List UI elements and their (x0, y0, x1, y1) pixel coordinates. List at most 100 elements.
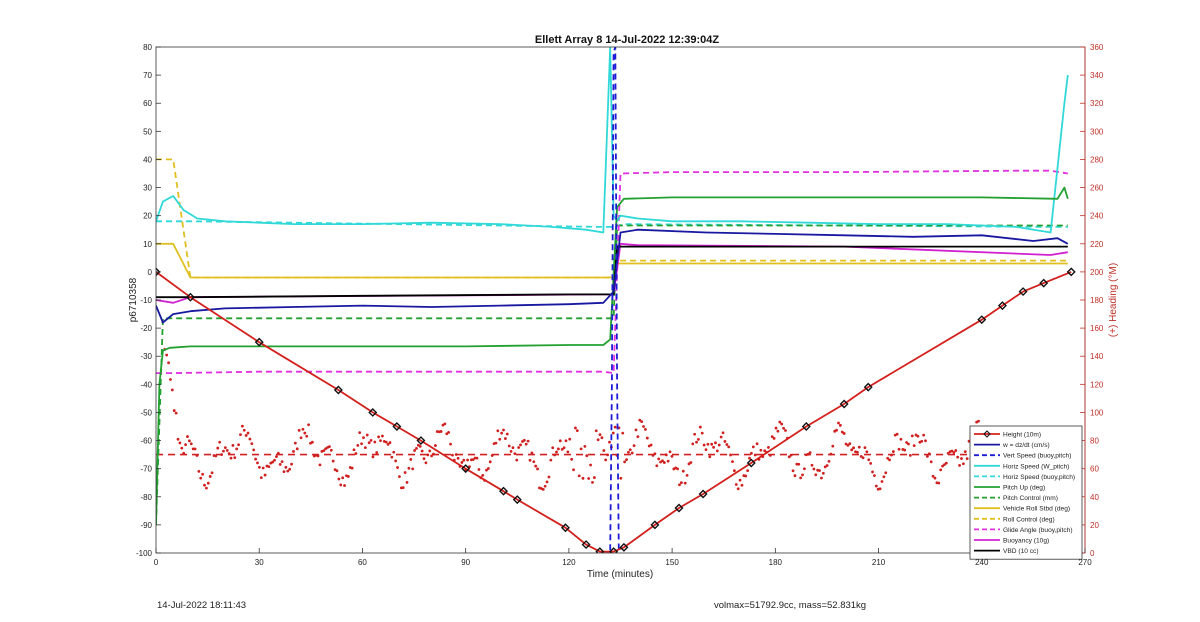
heading-point (715, 449, 719, 453)
heading-point (587, 477, 591, 480)
heading-point (390, 455, 394, 459)
heading-point (644, 427, 647, 431)
heading-point (763, 449, 767, 453)
heading-point (640, 420, 644, 424)
x-tick-label: 210 (872, 558, 886, 567)
height-marker (512, 495, 522, 505)
heading-point (897, 447, 901, 451)
heading-point (625, 458, 628, 462)
heading-point (791, 469, 795, 473)
heading-point (572, 468, 575, 472)
heading-point (222, 449, 225, 453)
heading-point (880, 480, 884, 483)
heading-point (738, 478, 742, 482)
heading-point (373, 440, 377, 444)
heading-point (784, 429, 787, 432)
heading-point (443, 422, 447, 426)
heading-point (838, 423, 842, 427)
heading-point (379, 439, 382, 443)
heading-point (218, 440, 222, 444)
heading-point (920, 439, 924, 443)
heading-point (292, 450, 295, 453)
heading-point (575, 429, 579, 433)
series-layer (156, 47, 1076, 553)
heading-point (184, 443, 187, 447)
heading-point (502, 428, 505, 432)
heading-point (683, 481, 687, 485)
heading-point (358, 431, 362, 434)
heading-point (598, 433, 602, 437)
heading-point (398, 475, 401, 479)
heading-point (770, 435, 774, 439)
legend-entry-label: Buoyancy (10g) (1003, 538, 1049, 545)
legend-entry-label: w = dz/dt (cm/s) (1002, 442, 1050, 449)
heading-point (732, 469, 736, 473)
heading-point (867, 458, 871, 462)
heading-point (297, 428, 301, 432)
y-right-tick-label: 140 (1090, 352, 1104, 361)
heading-point (574, 426, 577, 430)
heading-point (428, 449, 432, 453)
heading-point (725, 443, 729, 446)
heading-point (405, 481, 409, 484)
heading-point (630, 451, 634, 455)
series-line-5 (156, 186, 1069, 525)
heading-point (498, 437, 502, 441)
y-tick-label: -90 (140, 521, 152, 530)
heading-point (613, 425, 617, 429)
heading-point (286, 469, 290, 473)
heading-point (929, 460, 933, 464)
heading-point (891, 450, 895, 453)
heading-point (271, 460, 275, 464)
legend-entry-label: Vehicle Roll Stbd (deg) (1003, 506, 1070, 513)
heading-point (907, 442, 910, 446)
y-right-tick-label: 100 (1090, 408, 1104, 417)
heading-point (723, 440, 727, 443)
series-line-1 (156, 228, 1069, 324)
heading-point (197, 470, 201, 473)
heading-point (252, 448, 256, 452)
height-marker (746, 458, 756, 468)
heading-point (367, 441, 371, 445)
heading-point (257, 465, 261, 469)
heading-point (307, 423, 310, 427)
heading-point (662, 461, 666, 464)
y-right-tick-label: 280 (1090, 155, 1104, 164)
y-tick-label: 60 (143, 99, 152, 108)
heading-point (216, 446, 220, 450)
height-marker (595, 547, 605, 553)
y-right-tick-label: 340 (1090, 71, 1104, 80)
heading-point (685, 473, 689, 477)
y-right-tick-label: 80 (1090, 437, 1099, 446)
heading-point (874, 484, 878, 488)
heading-point (477, 468, 481, 471)
heading-point (534, 464, 538, 468)
heading-point (504, 437, 507, 440)
heading-point (803, 467, 806, 471)
heading-point (721, 431, 725, 435)
heading-point (242, 428, 246, 432)
heading-point (439, 430, 443, 433)
heading-point (977, 419, 980, 423)
y-axis-label: p6710358 (128, 277, 139, 322)
y-tick-label: -10 (140, 296, 152, 305)
heading-point (447, 430, 451, 434)
heading-point (199, 476, 203, 480)
heading-point (884, 471, 888, 475)
heading-point (731, 460, 734, 464)
heading-point (905, 441, 908, 444)
heading-point (350, 466, 354, 470)
heading-point (943, 463, 946, 467)
heading-point (678, 483, 681, 487)
heading-point (460, 461, 464, 464)
legend-entry-label: Horiz Speed (buoy,pitch) (1003, 474, 1075, 481)
heading-point (422, 457, 426, 461)
legend-entry-label: VBD (10 cc) (1003, 548, 1039, 555)
heading-point (524, 442, 528, 446)
heading-point (415, 446, 418, 450)
footer-timestamp: 14-Jul-2022 18:11:43 (157, 600, 247, 611)
heading-point (958, 464, 961, 467)
heading-point (522, 438, 526, 442)
heading-point (532, 460, 536, 464)
heading-point (451, 453, 454, 457)
